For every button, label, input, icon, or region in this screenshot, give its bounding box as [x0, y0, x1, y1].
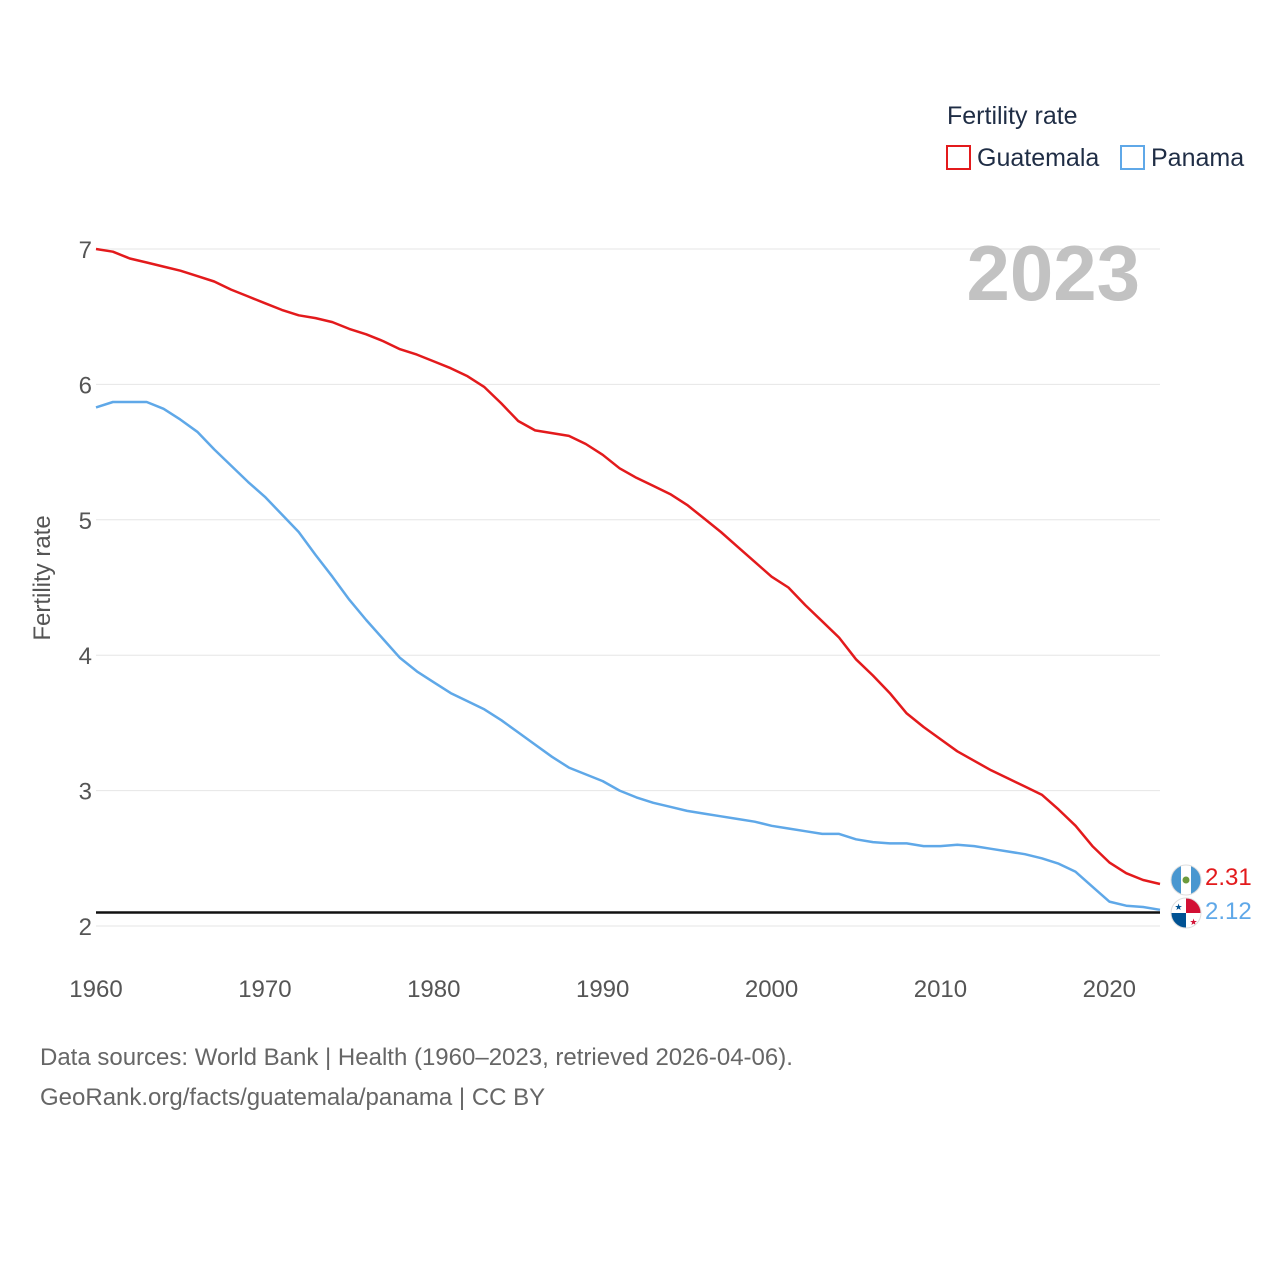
x-tick-1970: 1970: [238, 976, 291, 1003]
legend[interactable]: Fertility rate Guatemala Panama: [946, 102, 1244, 172]
y-tick-5: 5: [79, 508, 92, 535]
gridlines: [96, 248, 1160, 927]
x-tick-2010: 2010: [914, 976, 967, 1003]
x-axis-ticks: 1960 1970 1980 1990 2000 2010 2020: [69, 976, 1136, 1003]
x-tick-2020: 2020: [1083, 976, 1136, 1003]
y-axis-ticks: 2 3 4 5 6 7: [79, 237, 92, 941]
end-value-panama: 2.12: [1205, 898, 1252, 925]
legend-item-guatemala[interactable]: Guatemala: [946, 144, 1099, 172]
credit-link[interactable]: GeoRank.org/facts/guatemala/panama | CC …: [40, 1084, 546, 1111]
y-tick-3: 3: [79, 779, 92, 806]
series-lines: [95, 247, 1161, 912]
x-tick-1960: 1960: [69, 976, 122, 1003]
guatemala-flag-icon: [1170, 864, 1202, 896]
y-tick-6: 6: [79, 372, 92, 399]
line-chart: 2 3 4 5 6 7 1960 1970 1980 1990 2000 2010 2020 Fert…: [29, 102, 1252, 1003]
series-line-panama: [95, 400, 1161, 912]
end-value-guatemala: 2.31: [1205, 864, 1252, 891]
data-source-note: Data sources: World Bank | Health (1960–…: [40, 1044, 793, 1071]
series-line-guatemala: [95, 247, 1161, 886]
svg-text:★: ★: [1174, 903, 1182, 913]
panama-flag-icon: ★ ★: [1170, 897, 1202, 929]
svg-text:★: ★: [1189, 918, 1197, 928]
x-tick-1990: 1990: [576, 976, 629, 1003]
legend-item-panama[interactable]: Panama: [1120, 144, 1244, 172]
y-tick-7: 7: [79, 237, 92, 264]
legend-swatch-guatemala: [946, 145, 971, 170]
legend-title: Fertility rate: [947, 102, 1078, 130]
x-tick-1980: 1980: [407, 976, 460, 1003]
y-tick-2: 2: [79, 914, 92, 941]
y-tick-4: 4: [79, 643, 92, 670]
x-tick-2000: 2000: [745, 976, 798, 1003]
legend-label-guatemala: Guatemala: [977, 144, 1099, 172]
current-year-label: 2023: [966, 229, 1140, 317]
legend-swatch-panama: [1120, 145, 1145, 170]
legend-label-panama: Panama: [1151, 144, 1244, 172]
y-axis-label: Fertility rate: [29, 515, 56, 640]
